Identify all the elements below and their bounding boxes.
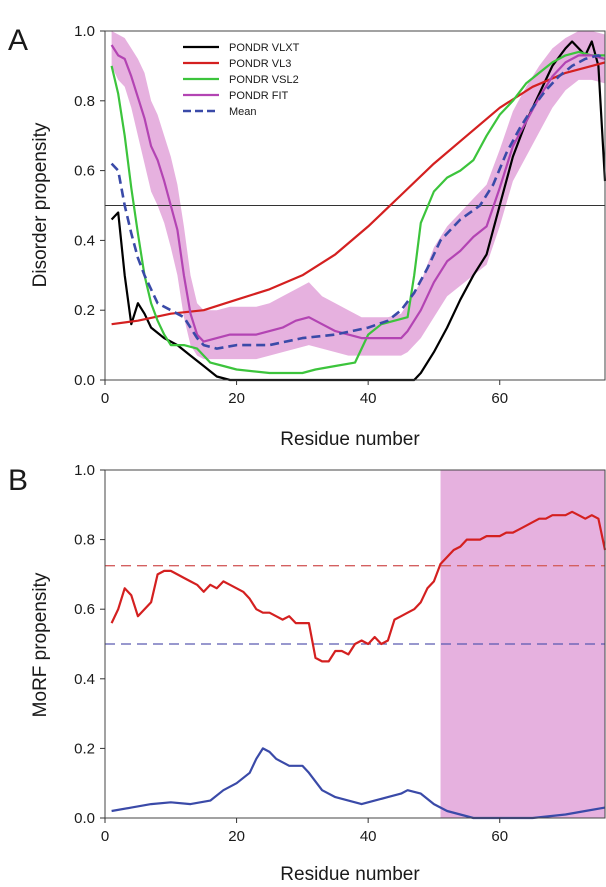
panel-a-series xyxy=(110,40,606,382)
x-tick-label: 60 xyxy=(491,828,508,845)
y-tick-label: 0.6 xyxy=(74,163,95,180)
series-line-pondr-fit xyxy=(110,44,606,343)
panel-b-plot-frame xyxy=(104,469,606,819)
x-tick-label: 40 xyxy=(360,828,377,845)
legend-label: PONDR FIT xyxy=(229,90,289,102)
panel-a-x-axis-label: Residue number xyxy=(280,429,420,450)
x-tick-label: 0 xyxy=(101,390,109,407)
panel-b-x-axis-label: Residue number xyxy=(280,864,420,885)
x-tick-label: 20 xyxy=(228,828,245,845)
legend-label: PONDR VSL2 xyxy=(229,74,299,86)
series-line-series-2 xyxy=(111,747,606,820)
panel-a-ticks: 0 20 40 60 0.0 0.2 0.4 0.6 0.8 1.0 xyxy=(74,23,508,407)
y-tick-label: 0.0 xyxy=(74,810,95,827)
y-tick-label: 0.8 xyxy=(74,93,95,110)
y-tick-label: 1.0 xyxy=(74,462,95,479)
x-tick-label: 0 xyxy=(101,828,109,845)
fit-uncertainty-band xyxy=(111,31,605,360)
series-line-series-1 xyxy=(110,510,606,663)
panel-b-y-axis-label: MoRF propensity xyxy=(30,572,51,717)
legend-label: PONDR VL3 xyxy=(229,58,291,70)
y-tick-label: 0.2 xyxy=(74,302,95,319)
series-line-pondr-vlxt xyxy=(110,40,606,382)
y-tick-label: 0.8 xyxy=(74,532,95,549)
panel-b-ticks: 0 20 40 60 0.0 0.2 0.4 0.6 0.8 1.0 xyxy=(74,462,508,845)
legend: PONDR VLXT PONDR VL3 PONDR VSL2 PONDR FIT Me… xyxy=(183,42,300,118)
y-tick-label: 0.4 xyxy=(74,671,95,688)
series-line-pondr-vsl2 xyxy=(110,50,605,375)
x-tick-label: 60 xyxy=(491,390,508,407)
y-tick-label: 0.4 xyxy=(74,232,95,249)
y-tick-label: 0.0 xyxy=(74,372,95,389)
x-tick-label: 20 xyxy=(228,390,245,407)
x-tick-label: 40 xyxy=(360,390,377,407)
panel-a-y-axis-label: Disorder propensity xyxy=(30,122,51,287)
panel-a-plot-frame xyxy=(104,30,606,381)
panel-b: B 0 20 40 60 0.0 0.2 0.4 0.6 0.8 1.0 Residue numb… xyxy=(8,462,606,885)
panel-b-series xyxy=(110,510,606,820)
y-tick-label: 1.0 xyxy=(74,23,95,40)
panel-a-label: A xyxy=(8,24,28,57)
panel-a: A 0 20 40 60 0.0 0.2 0.4 0.6 0.8 1.0 Residue numb… xyxy=(8,23,606,450)
panel-b-label: B xyxy=(8,464,28,497)
legend-label: PONDR VLXT xyxy=(229,42,300,54)
panel-a-uncertainty-band xyxy=(111,31,605,360)
y-tick-label: 0.2 xyxy=(74,740,95,757)
series-line-mean xyxy=(110,54,606,350)
y-tick-label: 0.6 xyxy=(74,601,95,618)
legend-label: Mean xyxy=(229,106,257,118)
